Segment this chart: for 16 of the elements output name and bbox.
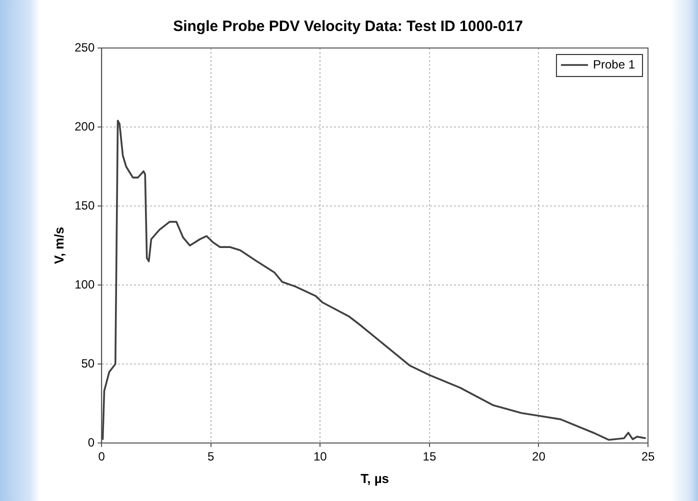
chart-title: Single Probe PDV Velocity Data: Test ID 1000-017 xyxy=(173,18,523,36)
y-tick-label: 200 xyxy=(74,119,95,134)
x-tick-label: 20 xyxy=(532,450,546,464)
y-tick-label: 50 xyxy=(81,356,95,370)
y-axis-title: V, m/s xyxy=(51,226,66,264)
x-tick-label: 10 xyxy=(313,450,328,464)
y-tick-label: 150 xyxy=(74,198,95,212)
x-tick-label: 0 xyxy=(98,450,106,464)
legend-label: Probe 1 xyxy=(592,57,636,72)
x-axis-title: T, µs xyxy=(360,470,390,486)
x-tick-label: 25 xyxy=(641,450,655,464)
x-tick-label: 15 xyxy=(422,450,436,464)
x-tick-label: 5 xyxy=(208,450,215,464)
y-tick-label: 250 xyxy=(74,40,95,54)
y-tick-label: 100 xyxy=(74,277,95,292)
y-tick-label: 0 xyxy=(88,435,95,450)
